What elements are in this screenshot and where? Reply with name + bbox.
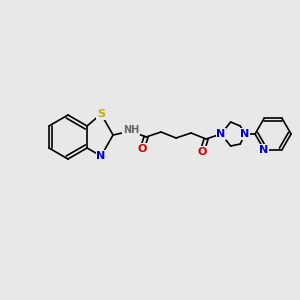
Text: O: O xyxy=(137,144,147,154)
Text: N: N xyxy=(260,145,269,154)
Text: O: O xyxy=(197,147,207,157)
Text: N: N xyxy=(216,129,226,139)
Text: NH: NH xyxy=(123,125,139,135)
Text: N: N xyxy=(96,151,106,161)
Text: S: S xyxy=(97,109,105,119)
Text: N: N xyxy=(240,129,250,139)
